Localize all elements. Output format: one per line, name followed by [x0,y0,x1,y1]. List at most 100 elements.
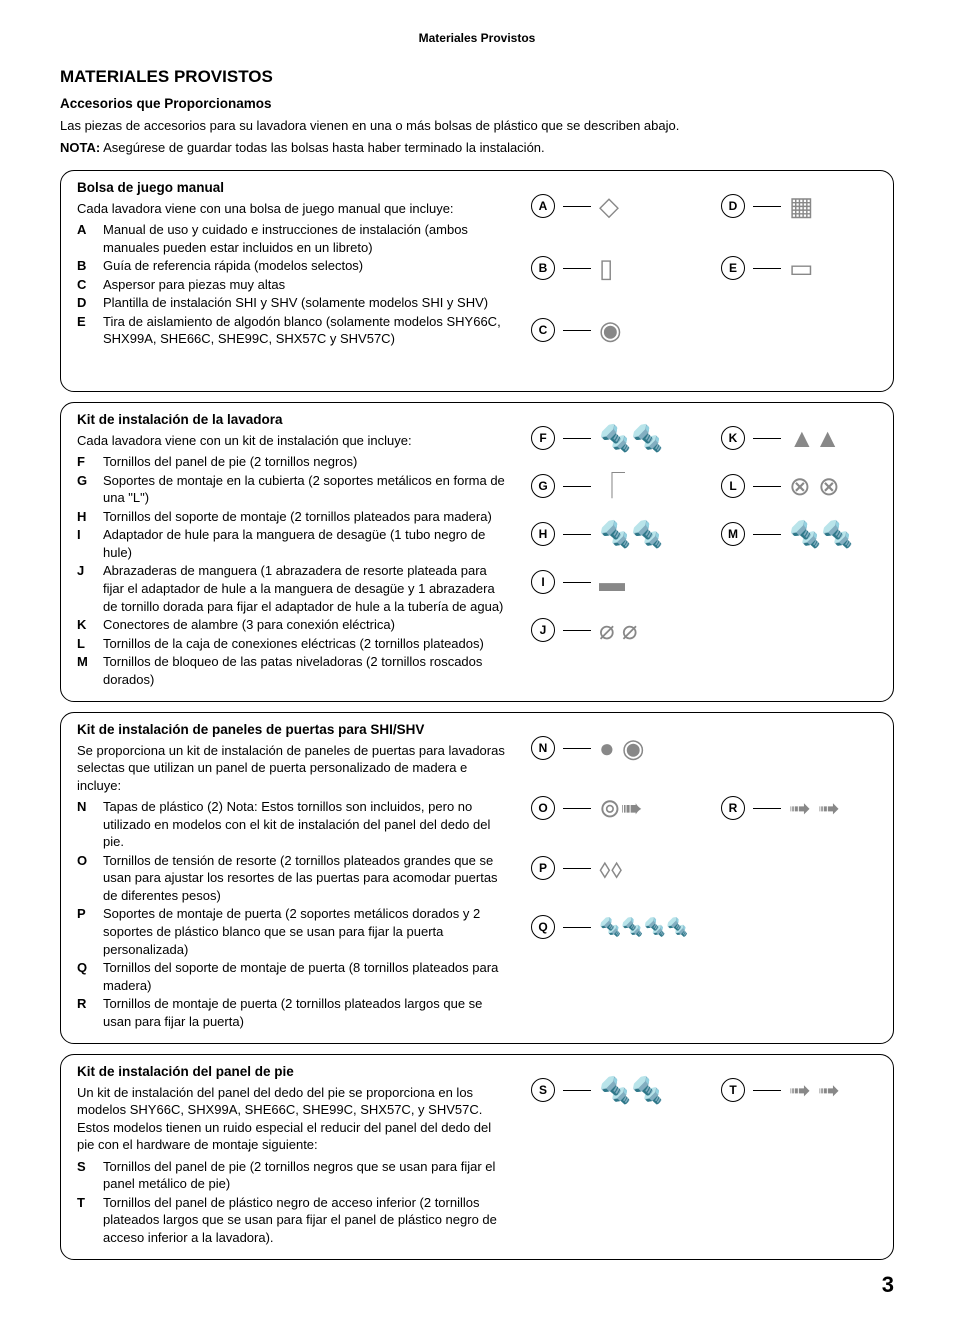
part-illustration: ➟ ➟ [789,1077,840,1103]
leader-line [563,582,591,584]
item-description: Plantilla de instalación SHI y SHV (sola… [103,294,507,312]
figure-callout: E▭ [721,255,839,281]
callout-badge: D [721,194,745,218]
leader-line [753,534,781,536]
figure-callout: O⊚➠ [531,795,649,821]
part-illustration: ⌀ ⌀ [599,617,649,643]
list-item: TTornillos del panel de plástico negro d… [77,1194,507,1247]
section-figure: N● ◉O⊚➠P⬨⬨Q🔩🔩🔩🔩R➟ ➟ [521,721,877,1031]
leader-line [563,534,591,536]
leader-line [563,206,591,208]
item-letter: G [77,472,93,507]
list-item: JAbrazaderas de manguera (1 abrazadera d… [77,562,507,615]
subtitle: Accesorios que Proporcionamos [60,95,894,113]
list-item: KConectores de alambre (3 para conexión … [77,616,507,634]
section-title: Kit de instalación de paneles de puertas… [77,721,507,739]
section-title: Bolsa de juego manual [77,179,507,197]
item-description: Adaptador de hule para la manguera de de… [103,526,507,561]
section-figure: S🔩🔩T➟ ➟ [521,1063,877,1247]
part-illustration: 🔩🔩 [789,521,854,547]
section-figure: A◇B▯C◉D▦E▭ [521,179,877,379]
part-illustration: ▭ [789,255,839,281]
part-illustration: ⊗ ⊗ [789,473,840,499]
item-letter: P [77,905,93,958]
part-illustration: ● ◉ [599,735,649,761]
leader-line [563,330,591,332]
section-title: Kit de instalación de la lavadora [77,411,507,429]
item-letter: L [77,635,93,653]
callout-badge: Q [531,915,555,939]
item-letter: B [77,257,93,275]
part-illustration: ▲▲ [789,425,840,451]
item-letter: A [77,221,93,256]
leader-line [563,927,591,929]
note-label: NOTA: [60,140,100,155]
intro-text: Las piezas de accesorios para su lavador… [60,117,894,135]
figure-callout: M 🔩🔩 [721,521,854,547]
item-letter: I [77,526,93,561]
figure-callout: H🔩🔩 [531,521,664,547]
item-letter: H [77,508,93,526]
part-illustration: ➟ ➟ [789,795,840,821]
callout-badge: P [531,856,555,880]
note-text: Asegúrese de guardar todas las bolsas ha… [100,140,544,155]
item-description: Tornillos del panel de pie (2 tornillos … [103,453,507,471]
callout-badge: M [721,522,745,546]
item-description: Soportes de montaje en la cubierta (2 so… [103,472,507,507]
figure-callout: K▲▲ [721,425,840,451]
callout-badge: L [721,474,745,498]
item-description: Tornillos de tensión de resorte (2 torni… [103,852,507,905]
section: Kit de instalación de paneles de puertas… [60,712,894,1044]
callout-badge: N [531,736,555,760]
list-item: G Soportes de montaje en la cubierta (2 s… [77,472,507,507]
leader-line [563,268,591,270]
item-description: Tira de aislamiento de algodón blanco (s… [103,313,507,348]
figure-callout: I▬ [531,569,649,595]
item-description: Tornillos de bloqueo de las patas nivela… [103,653,507,688]
figure-callout: D▦ [721,193,839,219]
item-description: Manual de uso y cuidado e instrucciones … [103,221,507,256]
callout-badge: H [531,522,555,546]
item-letter: N [77,798,93,851]
callout-badge: G [531,474,555,498]
item-description: Abrazaderas de manguera (1 abrazadera de… [103,562,507,615]
figure-callout: G⎾ [531,473,649,499]
item-letter: F [77,453,93,471]
item-description: Tornillos de montaje de puerta (2 tornil… [103,995,507,1030]
leader-line [563,630,591,632]
section-intro: Cada lavadora viene con un kit de instal… [77,432,507,450]
item-list: F Tornillos del panel de pie (2 tornillos… [77,453,507,688]
list-item: A Manual de uso y cuidado e instrucciones… [77,221,507,256]
item-letter: T [77,1194,93,1247]
note-line: NOTA: Asegúrese de guardar todas las bol… [60,139,894,157]
item-letter: R [77,995,93,1030]
figure-callout: T➟ ➟ [721,1077,840,1103]
item-description: Tornillos de la caja de conexiones eléct… [103,635,507,653]
callout-badge: O [531,796,555,820]
part-illustration: 🔩🔩 [599,425,664,451]
leader-line [753,486,781,488]
callout-badge: J [531,618,555,642]
callout-badge: C [531,318,555,342]
callout-badge: I [531,570,555,594]
section: Bolsa de juego manual Cada lavadora viene… [60,170,894,392]
callout-badge: B [531,256,555,280]
section-intro: Cada lavadora viene con una bolsa de jue… [77,200,507,218]
page-number: 3 [60,1270,894,1300]
list-item: CAspersor para piezas muy altas [77,276,507,294]
list-item: NTapas de plástico (2) Nota: Estos torni… [77,798,507,851]
item-description: Tapas de plástico (2) Nota: Estos tornil… [103,798,507,851]
leader-line [753,206,781,208]
section: Kit de instalación del panel de pieUn ki… [60,1054,894,1260]
part-illustration: ▯ [599,255,649,281]
leader-line [563,748,591,750]
leader-line [753,268,781,270]
callout-badge: S [531,1078,555,1102]
part-illustration: ▬ [599,569,649,595]
figure-callout: A◇ [531,193,649,219]
figure-callout: B▯ [531,255,649,281]
item-description: Tornillos del soporte de montaje (2 torn… [103,508,507,526]
item-list: A Manual de uso y cuidado e instrucciones… [77,221,507,348]
item-letter: Q [77,959,93,994]
list-item: R Tornillos de montaje de puerta (2 torni… [77,995,507,1030]
